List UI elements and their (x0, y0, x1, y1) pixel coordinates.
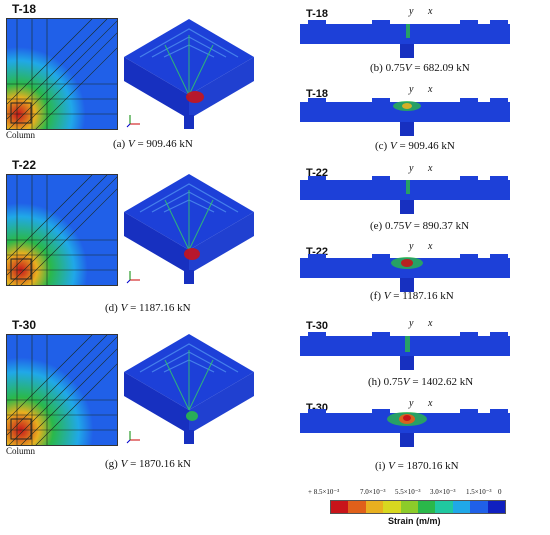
specimen-label: T-18 (306, 88, 329, 100)
axes-triad-icon (126, 430, 142, 444)
caption: (f) V = 1187.16 kN (370, 290, 454, 302)
specimen-label: T-18 (12, 2, 37, 16)
legend-tick: 5.5×10⁻³ (395, 488, 421, 496)
colorbar-segment (365, 501, 384, 513)
caption: (c) V = 909.46 kN (375, 140, 455, 152)
y-axis-label: y (409, 318, 414, 329)
colorbar-segment (452, 501, 471, 513)
y-axis-label: y (409, 241, 414, 252)
colorbar (330, 500, 506, 514)
caption: (b) 0.75V = 682.09 kN (370, 62, 470, 74)
y-axis-label: y (409, 163, 414, 174)
legend-title: Strain (m/m) (388, 516, 441, 526)
x-axis-label: x (428, 6, 433, 17)
colorbar-segment (487, 501, 506, 513)
iso-3d-model (120, 170, 258, 292)
colorbar-segment (331, 501, 349, 513)
caption: (e) 0.75V = 890.37 kN (370, 220, 470, 232)
colorbar-segment (470, 501, 488, 513)
y-axis-label: y (409, 84, 414, 95)
caption: (d) V = 1187.16 kN (105, 302, 191, 314)
crack-plan-view (6, 334, 118, 446)
x-axis-label: x (428, 318, 433, 329)
colorbar-segment (400, 501, 419, 513)
section-strain-map (300, 94, 510, 138)
iso-3d-model (120, 15, 258, 137)
crack-plan-view (6, 18, 118, 130)
section-strain-map (300, 328, 510, 372)
axes-triad-icon (126, 270, 142, 284)
colorbar-segment (348, 501, 366, 513)
caption: (h) 0.75V = 1402.62 kN (368, 376, 474, 388)
colorbar-segment (383, 501, 401, 513)
section-strain-map (300, 172, 510, 216)
crack-plan-view (6, 174, 118, 286)
legend-tick: 3.0×10⁻³ (430, 488, 456, 496)
column-label: Column (6, 446, 36, 456)
iso-3d-model (120, 330, 258, 452)
colorbar-segment (435, 501, 453, 513)
specimen-label: T-18 (306, 8, 329, 20)
caption: (a) V = 909.46 kN (113, 138, 193, 150)
legend-tick: 1.5×10⁻³ (466, 488, 492, 496)
y-axis-label: y (409, 6, 414, 17)
section-strain-map (300, 250, 510, 294)
x-axis-label: x (428, 84, 433, 95)
axes-triad-icon (126, 114, 142, 128)
section-strain-map (300, 16, 510, 60)
specimen-label: T-30 (306, 320, 329, 332)
specimen-label: T-22 (12, 158, 37, 172)
legend-tick: 7.0×10⁻³ (360, 488, 386, 496)
column-label: Column (6, 130, 36, 140)
legend-tick: 0 (498, 488, 502, 496)
section-strain-map (300, 405, 510, 449)
specimen-label: T-30 (12, 318, 37, 332)
x-axis-label: x (428, 398, 433, 409)
caption: (g) V = 1870.16 kN (105, 458, 191, 470)
x-axis-label: x (428, 163, 433, 174)
colorbar-segment (418, 501, 436, 513)
x-axis-label: x (428, 241, 433, 252)
caption: (i) V = 1870.16 kN (375, 460, 459, 472)
legend-tick: + 8.5×10⁻³ (308, 488, 340, 496)
y-axis-label: y (409, 398, 414, 409)
